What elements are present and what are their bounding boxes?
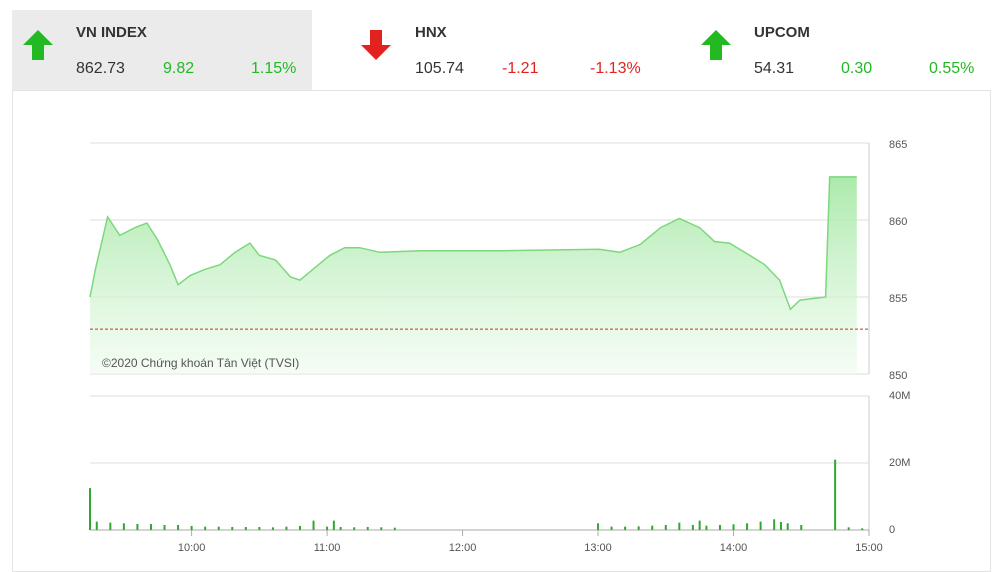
x-tick-label: 11:00 bbox=[314, 542, 341, 554]
volume-bar bbox=[149, 523, 152, 530]
volume-bar bbox=[773, 519, 776, 530]
volume-bar bbox=[163, 524, 166, 530]
volume-bar bbox=[89, 488, 91, 530]
volume-bar bbox=[664, 524, 667, 530]
x-tick-label: 10:00 bbox=[178, 542, 206, 554]
volume-bar bbox=[204, 526, 207, 530]
index-panel: HNX 105.74 -1.21 -1.13% bbox=[352, 10, 652, 90]
index-value: 105.74 bbox=[415, 60, 464, 77]
volume-bar bbox=[834, 459, 837, 530]
index-name: HNX bbox=[415, 24, 447, 41]
arrow-shape bbox=[701, 30, 731, 60]
volume-bar bbox=[651, 525, 654, 530]
x-tick-label: 12:00 bbox=[449, 542, 477, 554]
arrow-shape bbox=[361, 30, 391, 60]
volume-bar bbox=[332, 520, 335, 530]
volume-bar bbox=[109, 522, 112, 530]
volume-bar bbox=[597, 523, 600, 530]
volume-bar bbox=[122, 523, 125, 530]
index-value: 54.31 bbox=[754, 60, 795, 77]
volume-bar bbox=[298, 525, 301, 530]
volume-bar bbox=[258, 526, 261, 530]
volume-bar bbox=[678, 522, 681, 530]
volume-bar bbox=[353, 527, 356, 530]
volume-bar bbox=[786, 523, 789, 530]
y-tick-label: 40M bbox=[889, 390, 910, 402]
volume-bar bbox=[800, 524, 803, 530]
index-panel: VN INDEX 862.73 9.82 1.15% bbox=[12, 10, 312, 90]
volume-bar bbox=[847, 527, 850, 530]
volume-bar bbox=[339, 526, 342, 530]
volume-bar bbox=[326, 526, 329, 530]
x-tick-label: 13:00 bbox=[584, 542, 612, 554]
price-area bbox=[90, 176, 857, 374]
volume-bar bbox=[136, 523, 139, 530]
volume-bar bbox=[698, 520, 701, 530]
index-value: 862.73 bbox=[76, 60, 125, 77]
watermark: ©2020 Chứng khoán Tân Việt (TVSI) bbox=[102, 356, 299, 370]
volume-bar bbox=[637, 526, 640, 530]
volume-bar bbox=[366, 526, 369, 530]
index-name: UPCOM bbox=[754, 24, 810, 41]
x-tick-label: 15:00 bbox=[855, 542, 883, 554]
y-tick-label: 850 bbox=[889, 370, 907, 382]
y-tick-label: 865 bbox=[889, 139, 907, 151]
y-tick-label: 860 bbox=[889, 216, 907, 228]
volume-bar bbox=[177, 524, 180, 530]
y-tick-label: 0 bbox=[889, 524, 895, 536]
index-name: VN INDEX bbox=[76, 24, 147, 41]
y-tick-label: 20M bbox=[889, 457, 910, 469]
volume-bar bbox=[746, 523, 749, 530]
volume-bar bbox=[779, 521, 782, 530]
volume-bar bbox=[190, 525, 193, 530]
index-panel: UPCOM 54.31 0.30 0.55% bbox=[692, 10, 992, 90]
direction-arrow bbox=[361, 30, 391, 60]
index-change: 0.30 bbox=[841, 60, 873, 77]
volume-bar bbox=[624, 526, 627, 530]
x-tick-label: 14:00 bbox=[720, 542, 748, 554]
volume-bar bbox=[393, 527, 396, 530]
volume-bar bbox=[759, 521, 762, 530]
volume-bar bbox=[732, 524, 735, 530]
index-change: -1.21 bbox=[502, 60, 539, 77]
volume-bar bbox=[705, 525, 708, 530]
volume-bar bbox=[691, 524, 694, 530]
index-percent: 1.15% bbox=[251, 60, 297, 77]
arrow-shape bbox=[23, 30, 53, 60]
volume-bar bbox=[610, 526, 613, 530]
index-percent: 0.55% bbox=[929, 60, 975, 77]
volume-bar bbox=[380, 527, 383, 530]
direction-arrow bbox=[701, 30, 731, 60]
volume-bar bbox=[217, 526, 220, 530]
direction-arrow bbox=[23, 30, 53, 60]
index-percent: -1.13% bbox=[590, 60, 641, 77]
volume-bar bbox=[285, 526, 288, 530]
volume-bar bbox=[244, 526, 247, 530]
volume-bar bbox=[861, 528, 864, 530]
volume-bar bbox=[312, 520, 315, 530]
volume-bar bbox=[718, 524, 721, 530]
y-tick-label: 855 bbox=[889, 293, 907, 305]
index-change: 9.82 bbox=[163, 60, 195, 77]
price-line bbox=[89, 176, 857, 311]
volume-bar bbox=[271, 527, 274, 530]
volume-bar bbox=[95, 521, 98, 530]
volume-bar bbox=[231, 526, 234, 530]
